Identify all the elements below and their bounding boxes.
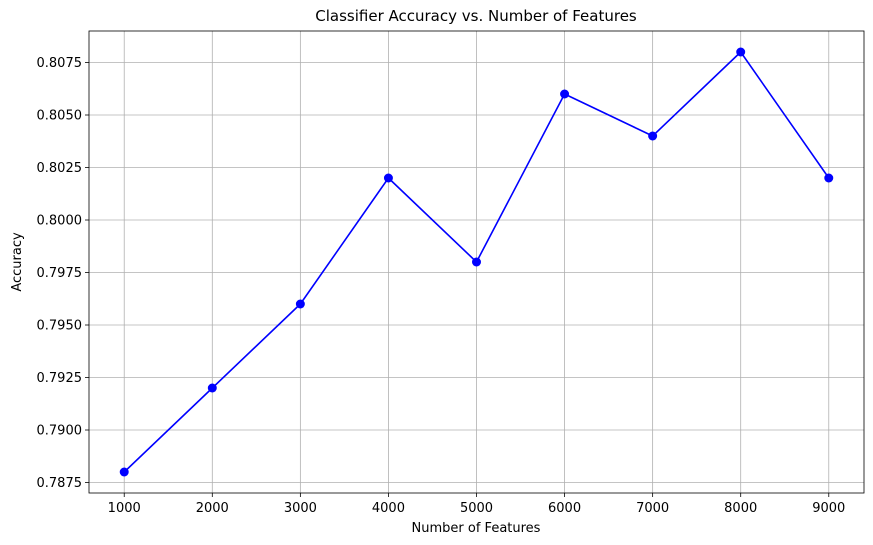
y-tick-label: 0.8025: [37, 161, 83, 176]
y-tick-label: 0.7900: [37, 424, 83, 439]
y-tick-label: 0.8050: [37, 109, 83, 124]
y-tick-label: 0.8075: [37, 56, 83, 71]
grid-lines: [89, 31, 864, 493]
y-axis-label: Accuracy: [10, 232, 25, 292]
data-point-marker: [648, 131, 658, 141]
x-axis-ticks: 1000 2000 3000 4000 5000 6000 7000 8000 9000: [108, 493, 845, 516]
x-tick-label: 6000: [548, 501, 581, 516]
x-tick-label: 8000: [724, 501, 757, 516]
x-tick-label: 7000: [636, 501, 669, 516]
y-axis-ticks: 0.7875 0.7900 0.7925 0.7950 0.7975 0.8000 0.80…: [37, 56, 89, 491]
data-point-marker: [736, 47, 746, 57]
y-tick-label: 0.7925: [37, 371, 83, 386]
data-point-marker: [472, 257, 481, 267]
x-axis-label: Number of Features: [412, 521, 541, 536]
y-tick-label: 0.7875: [37, 476, 83, 491]
x-tick-label: 5000: [460, 501, 493, 516]
data-point-marker: [824, 173, 834, 183]
x-tick-label: 9000: [812, 501, 845, 516]
y-tick-label: 0.7950: [37, 319, 83, 334]
y-tick-label: 0.7975: [37, 266, 83, 281]
series-layer: [119, 47, 834, 477]
data-point-marker: [119, 467, 129, 477]
data-point-marker: [207, 383, 217, 393]
x-tick-label: 2000: [196, 501, 229, 516]
data-point-marker: [295, 299, 305, 309]
x-tick-label: 3000: [284, 501, 317, 516]
data-point-marker: [383, 173, 393, 183]
chart-title: Classifier Accuracy vs. Number of Featur…: [315, 7, 637, 25]
x-tick-label: 1000: [108, 501, 141, 516]
data-point-marker: [560, 89, 570, 99]
x-tick-label: 4000: [372, 501, 405, 516]
y-tick-label: 0.8000: [37, 214, 83, 229]
